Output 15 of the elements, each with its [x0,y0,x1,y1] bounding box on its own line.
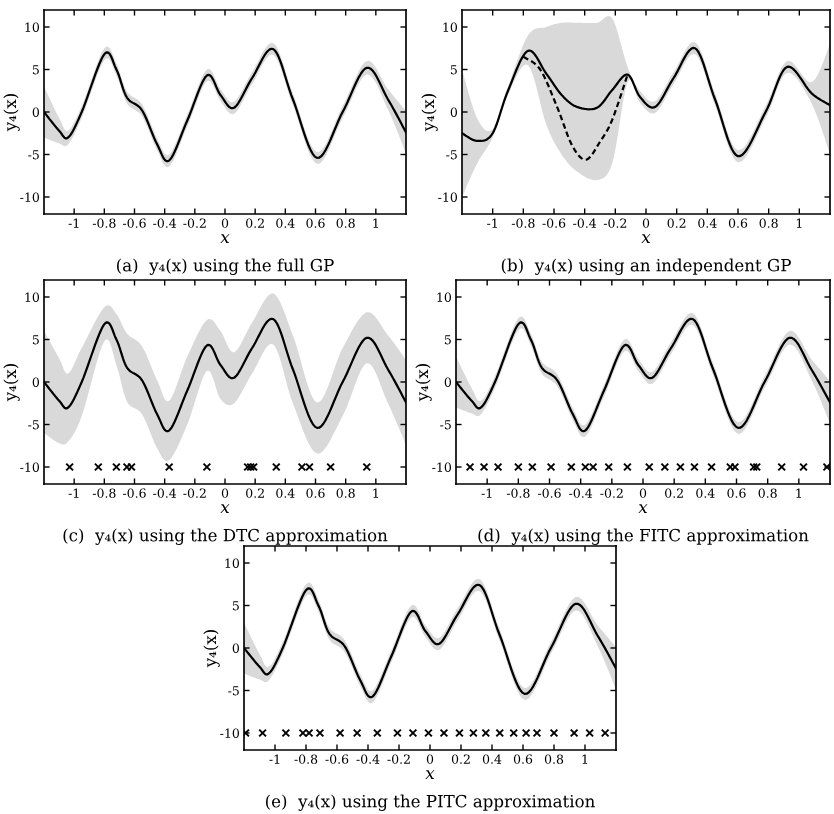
text: (a) y₄(x) using the full GP [117,258,334,275]
text: (e) y₄(x) using the PITC approximation [265,794,595,811]
x-axis-title: x [641,234,651,243]
x-axis-title: x [220,234,230,243]
y-axis-title: y₄(x) [415,364,432,402]
y-axis-title: y₄(x) [203,630,220,668]
text: (b) y₄(x) using an independent GP [501,258,791,275]
text: (c) y₄(x) using the DTC approximation [63,528,388,545]
x-axis-title: x [425,770,435,779]
y-axis-title: y₄(x) [3,364,20,402]
y-axis-title: y₄(x) [421,94,438,132]
text: (d) y₄(x) using the FITC approximation [478,528,809,545]
x-axis-title: x [220,504,230,513]
y-axis-title: y₄(x) [3,94,20,132]
x-axis-title: x [638,504,648,513]
